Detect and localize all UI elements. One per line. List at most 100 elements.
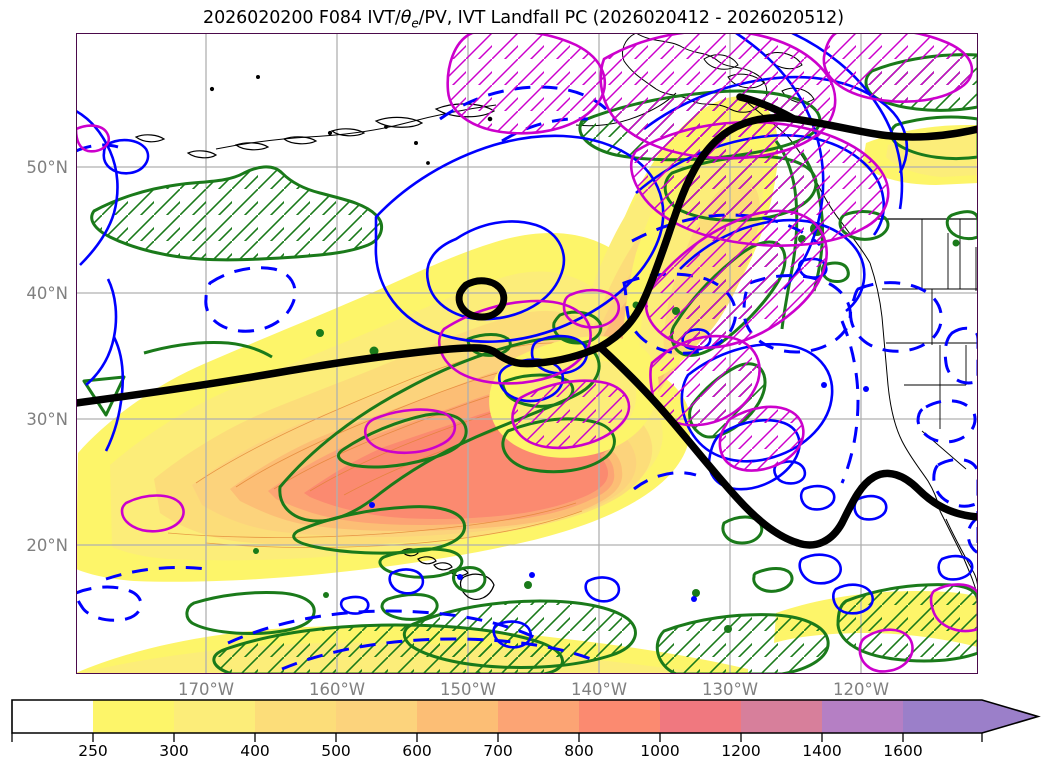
ivt-band-800 <box>304 345 654 519</box>
magenta-coastal-lobe2 <box>649 334 761 427</box>
colorbar-tick-label-1200: 1200 <box>721 742 761 760</box>
title-fhour: F084 <box>318 8 362 28</box>
ytick-label-20n: 20°N <box>26 536 68 555</box>
colorbar-swatch-9 <box>741 700 822 733</box>
xtick-label-120w: 120°W <box>832 680 890 699</box>
blue-dots <box>369 382 869 602</box>
blue-dash-interior3 <box>849 281 943 353</box>
pv-main-wave <box>76 114 978 407</box>
title-theta-symbol: θ <box>400 8 412 28</box>
colorbar-svg <box>11 699 1041 742</box>
colorbar-swatch-11 <box>903 700 982 733</box>
green-blob-mid1 <box>466 333 512 357</box>
green-south-5 <box>655 613 830 674</box>
title-init-time: 2026020200 <box>203 8 314 28</box>
green-blob-ar-mid <box>336 412 468 469</box>
colorbar-extend-arrow <box>982 700 1038 733</box>
blue-ne-big2 <box>791 33 904 210</box>
map-plot-area[interactable] <box>76 33 978 674</box>
colorbar-tick-label-1000: 1000 <box>640 742 680 760</box>
xtick-label-130w: 130°W <box>701 680 759 699</box>
title-field-part2: /PV, IVT Landfall PC <box>418 8 588 28</box>
green-blob-id <box>945 210 978 241</box>
blue-mid-big <box>374 134 665 343</box>
blue-center-small2 <box>530 334 589 375</box>
blue-dash-south-long <box>227 609 539 645</box>
magenta-ne-right <box>929 583 978 633</box>
pv-closed-ring <box>455 277 508 321</box>
colorbar-swatch-7 <box>579 700 660 733</box>
colorbar-swatch-5 <box>417 700 498 733</box>
green-ridge-central <box>552 310 603 345</box>
colorbar-tick-label-1400: 1400 <box>802 742 842 760</box>
ytick-label-50n: 50°N <box>26 158 68 177</box>
blue-dash-sw-small <box>76 585 143 622</box>
green-blob-ar-lower <box>292 505 467 555</box>
pv-southern-branch <box>596 343 978 549</box>
blue-dash-mid-ocean <box>633 471 697 491</box>
magenta-ar-small <box>562 288 621 329</box>
blue-dash-nv <box>916 399 977 444</box>
magenta-ne-top <box>822 33 974 103</box>
title-theta-subscript: e <box>411 16 419 31</box>
magenta-mid-hatched <box>511 379 631 450</box>
colorbar-swatch-10 <box>822 700 903 733</box>
title-valid-window: (2026020412 - 2026020512) <box>592 8 844 28</box>
colorbar[interactable] <box>0 690 1047 767</box>
map-svg <box>76 33 978 674</box>
xtick-label-170w: 170°W <box>177 680 235 699</box>
colorbar-swatch-0 <box>12 700 93 733</box>
colorbar-tick-label-600: 600 <box>402 742 432 760</box>
blue-dash-az <box>932 457 978 508</box>
colorbar-swatches <box>12 700 1038 733</box>
colorbar-tick-label-300: 300 <box>159 742 189 760</box>
colorbar-swatch-3 <box>255 700 336 733</box>
colorbar-ticks <box>11 733 983 742</box>
green-poly-nw <box>90 165 384 262</box>
colorbar-swatch-8 <box>660 700 741 733</box>
xtick-label-140w: 140°W <box>570 680 628 699</box>
blue-dash-ak-left <box>76 143 129 153</box>
green-blob-ar-lower2 <box>378 547 464 579</box>
coast-us-west <box>869 262 941 512</box>
colorbar-tick-label-1600: 1600 <box>883 742 923 760</box>
colorbar-swatch-6 <box>498 700 579 733</box>
colorbar-tick-label-500: 500 <box>321 742 351 760</box>
pv-dynamic-tropopause <box>76 93 978 549</box>
colorbar-tick-label-400: 400 <box>240 742 270 760</box>
colorbar-swatch-1 <box>93 700 174 733</box>
blue-nw-line <box>76 109 119 266</box>
blue-dash-south-long2 <box>281 637 597 671</box>
ivt-band-ne-patch2 <box>886 133 978 177</box>
magenta-coast-hatched <box>718 405 805 472</box>
title-field-part1: IVT/ <box>367 8 401 28</box>
magenta-se-blob <box>858 628 914 673</box>
colorbar-tick-label-700: 700 <box>483 742 513 760</box>
magenta-coastal-lobe <box>644 209 828 349</box>
green-south-1 <box>185 591 316 635</box>
thetae-magenta-contours <box>76 33 978 673</box>
colorbar-tick-label-250: 250 <box>78 742 108 760</box>
blue-dash-nw-polygon <box>204 266 297 333</box>
green-south-2 <box>380 593 439 621</box>
colorbar-outline <box>11 699 1041 734</box>
magenta-ar-core2 <box>363 408 457 455</box>
green-south-8 <box>721 515 764 545</box>
green-strip-aleutian <box>143 341 273 359</box>
magenta-ne-hatched <box>446 33 607 135</box>
colorbar-tick-label-800: 800 <box>564 742 594 760</box>
blue-blob-nw <box>102 138 150 175</box>
ytick-label-40n: 40°N <box>26 284 68 303</box>
magenta-bc-band <box>629 120 890 247</box>
colorbar-swatch-2 <box>174 700 255 733</box>
green-south-7 <box>752 567 794 593</box>
page-title: 2026020200 F084 IVT/θe/PV, IVT Landfall … <box>0 8 1047 31</box>
magenta-nw-small <box>76 124 111 153</box>
blue-dash-vertical <box>840 320 860 484</box>
xtick-label-160w: 160°W <box>308 680 366 699</box>
green-dots-ocean <box>253 301 732 674</box>
ytick-label-30n: 30°N <box>26 410 68 429</box>
green-hawaii <box>452 566 487 593</box>
magenta-sw-small <box>120 494 185 533</box>
